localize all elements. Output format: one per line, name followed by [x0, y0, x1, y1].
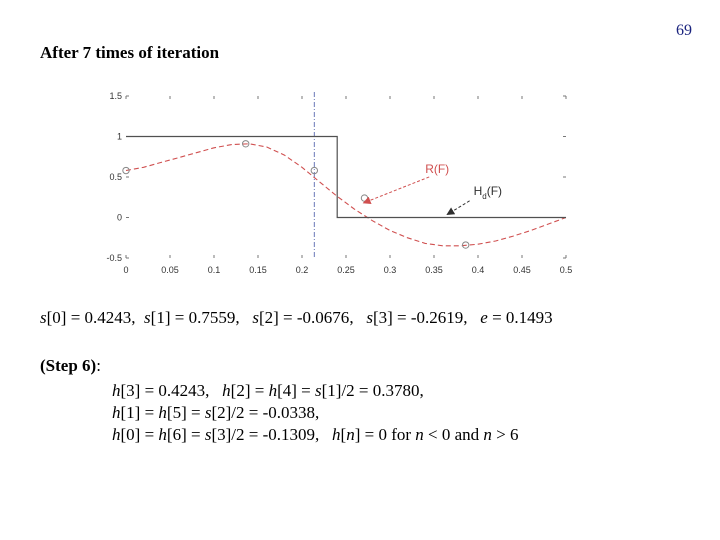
- h2-h4-value: 0.3780: [372, 381, 420, 400]
- series-hd-f-line: [126, 135, 566, 219]
- s3-value: -0.2619: [410, 308, 464, 327]
- y-tick-label-3: 0: [117, 213, 122, 223]
- s1-value: 0.7559: [188, 308, 236, 327]
- bound-high-value: 6: [510, 425, 519, 444]
- annotation-hd-f-arrow: [446, 200, 470, 216]
- x-tick-label-8: 0.4: [472, 265, 485, 275]
- step-line-2: h[1] = h[5] = s[2]/2 = -0.0338,: [112, 403, 320, 422]
- series-r-f-line: [125, 143, 567, 247]
- h3-value: 0.4243: [158, 381, 206, 400]
- x-tick-label-7: 0.35: [425, 265, 443, 275]
- data-point-2: [310, 166, 319, 175]
- step-line-1: h[3] = 0.4243, h[2] = h[4] = s[1]/2 = 0.…: [112, 381, 424, 400]
- x-tick-label-0: 0: [123, 265, 128, 275]
- annotation-r-f: R(F): [425, 162, 449, 176]
- step-label: (Step 6):: [40, 356, 101, 375]
- bound-low-value: 0: [441, 425, 451, 444]
- x-tick-label-9: 0.45: [513, 265, 531, 275]
- annotation-hd-f: Hd(F): [474, 184, 502, 201]
- data-point-1: [241, 140, 250, 148]
- annotation-r-f-arrow: [362, 176, 430, 205]
- hn-zero-value: 0: [378, 425, 387, 444]
- y-tick-label-2: 0.5: [109, 172, 122, 182]
- iteration-chart: 0 0.05 0.1 0.15 0.2 0.25 0.3 0.35 0.4 0.45 0.5 1.5 1…: [106, 91, 573, 275]
- x-tick-label-5: 0.25: [337, 265, 355, 275]
- y-tick-label-1: 1: [117, 132, 122, 142]
- s2-value: -0.0676: [296, 308, 350, 327]
- e-value: 0.1493: [505, 308, 553, 327]
- h1-h5-value: -0.0338: [262, 403, 316, 422]
- coefficient-line: s[0] = 0.4243, s[1] = 0.7559, s[2] = -0.…: [40, 308, 553, 327]
- h0-h6-value: -0.1309: [262, 425, 316, 444]
- slide-title: After 7 times of iteration: [40, 43, 220, 62]
- data-point-0: [122, 166, 130, 175]
- x-tick-label-2: 0.1: [208, 265, 221, 275]
- x-tick-label-1: 0.05: [161, 265, 179, 275]
- x-tick-label-6: 0.3: [384, 265, 397, 275]
- x-tick-label-10: 0.5: [560, 265, 573, 275]
- data-point-3: [360, 194, 369, 202]
- x-tick-label-4: 0.2: [296, 265, 309, 275]
- page-number: 69: [676, 22, 692, 39]
- x-tick-label-3: 0.15: [249, 265, 267, 275]
- data-point-4: [461, 241, 470, 249]
- y-tick-label-4: -0.5: [106, 253, 122, 263]
- step-line-3: h[0] = h[6] = s[3]/2 = -0.1309, h[n] = 0…: [112, 425, 519, 444]
- y-tick-label-0: 1.5: [109, 91, 122, 101]
- s0-value: 0.4243: [84, 308, 132, 327]
- step-equations: h[3] = 0.4243, h[2] = h[4] = s[1]/2 = 0.…: [112, 380, 519, 446]
